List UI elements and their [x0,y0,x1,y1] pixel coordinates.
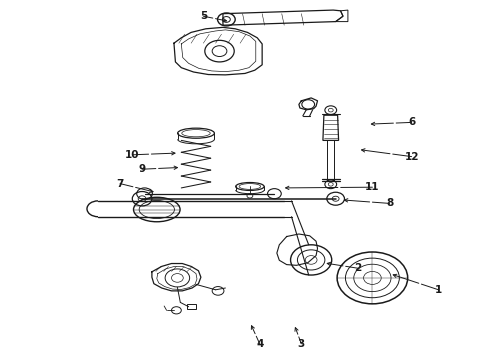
Text: 5: 5 [200,11,207,21]
Text: 4: 4 [256,339,264,349]
Text: 2: 2 [354,263,361,273]
Text: 12: 12 [404,152,419,162]
Text: 11: 11 [365,182,380,192]
Text: 10: 10 [125,150,140,160]
Text: 9: 9 [139,164,146,174]
Text: 6: 6 [408,117,415,127]
Text: 7: 7 [116,179,124,189]
Text: 3: 3 [298,339,305,349]
Text: 8: 8 [386,198,393,208]
Text: 1: 1 [435,285,442,295]
